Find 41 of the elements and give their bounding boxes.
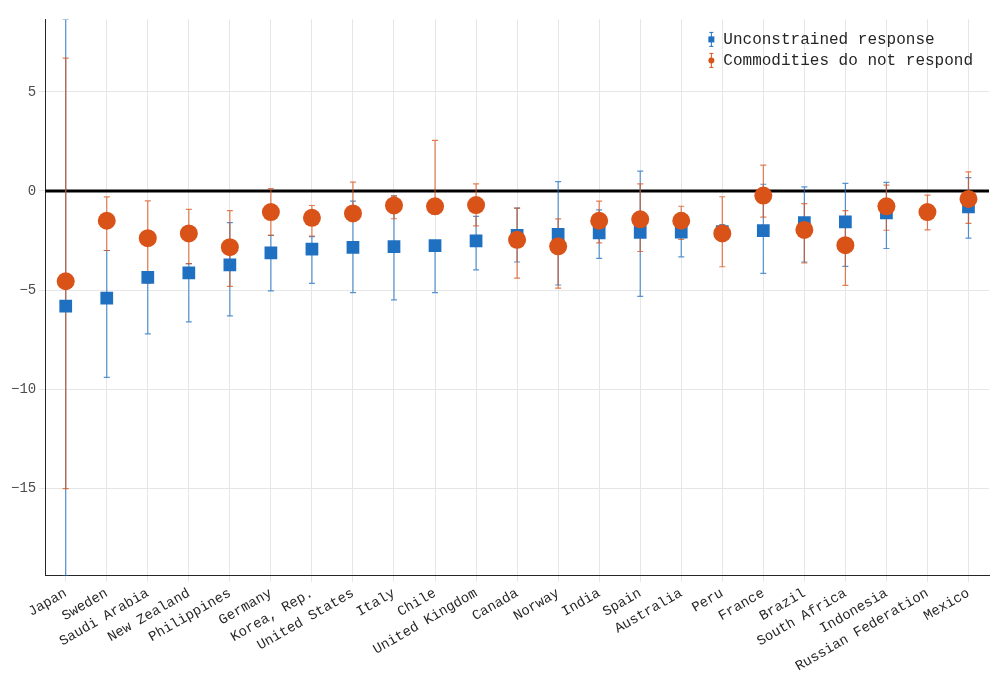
point xyxy=(182,266,196,280)
point xyxy=(56,272,75,291)
point xyxy=(261,203,280,222)
point xyxy=(346,240,360,254)
y-tick-label: −5 xyxy=(19,281,37,298)
point xyxy=(467,196,486,215)
point xyxy=(754,186,773,205)
point xyxy=(590,211,609,230)
y-tick-label: −10 xyxy=(10,381,37,398)
point xyxy=(839,215,852,229)
point xyxy=(97,211,116,230)
y-tick-label: 0 xyxy=(27,182,37,199)
y-tick-label: −15 xyxy=(10,480,37,497)
point xyxy=(179,224,198,243)
point xyxy=(100,291,114,305)
point xyxy=(959,189,978,208)
point xyxy=(672,211,691,230)
point xyxy=(385,196,403,215)
point xyxy=(343,204,362,223)
y-tick-label: 5 xyxy=(27,83,37,100)
point xyxy=(756,224,770,238)
point xyxy=(138,229,157,248)
point xyxy=(428,239,442,252)
point xyxy=(877,197,896,216)
point xyxy=(713,224,732,243)
point xyxy=(220,238,239,257)
point xyxy=(549,237,568,256)
point xyxy=(836,236,855,255)
point xyxy=(795,220,814,239)
point xyxy=(508,230,527,249)
point xyxy=(426,197,445,216)
point xyxy=(223,258,237,272)
point xyxy=(387,240,401,254)
point xyxy=(302,208,321,227)
point xyxy=(918,203,937,222)
point xyxy=(141,270,155,284)
point xyxy=(631,210,650,229)
legend-label: Commodities do not respond xyxy=(723,51,973,70)
legend-label: Unconstrained response xyxy=(723,30,935,49)
point xyxy=(469,234,483,248)
point xyxy=(59,299,73,313)
